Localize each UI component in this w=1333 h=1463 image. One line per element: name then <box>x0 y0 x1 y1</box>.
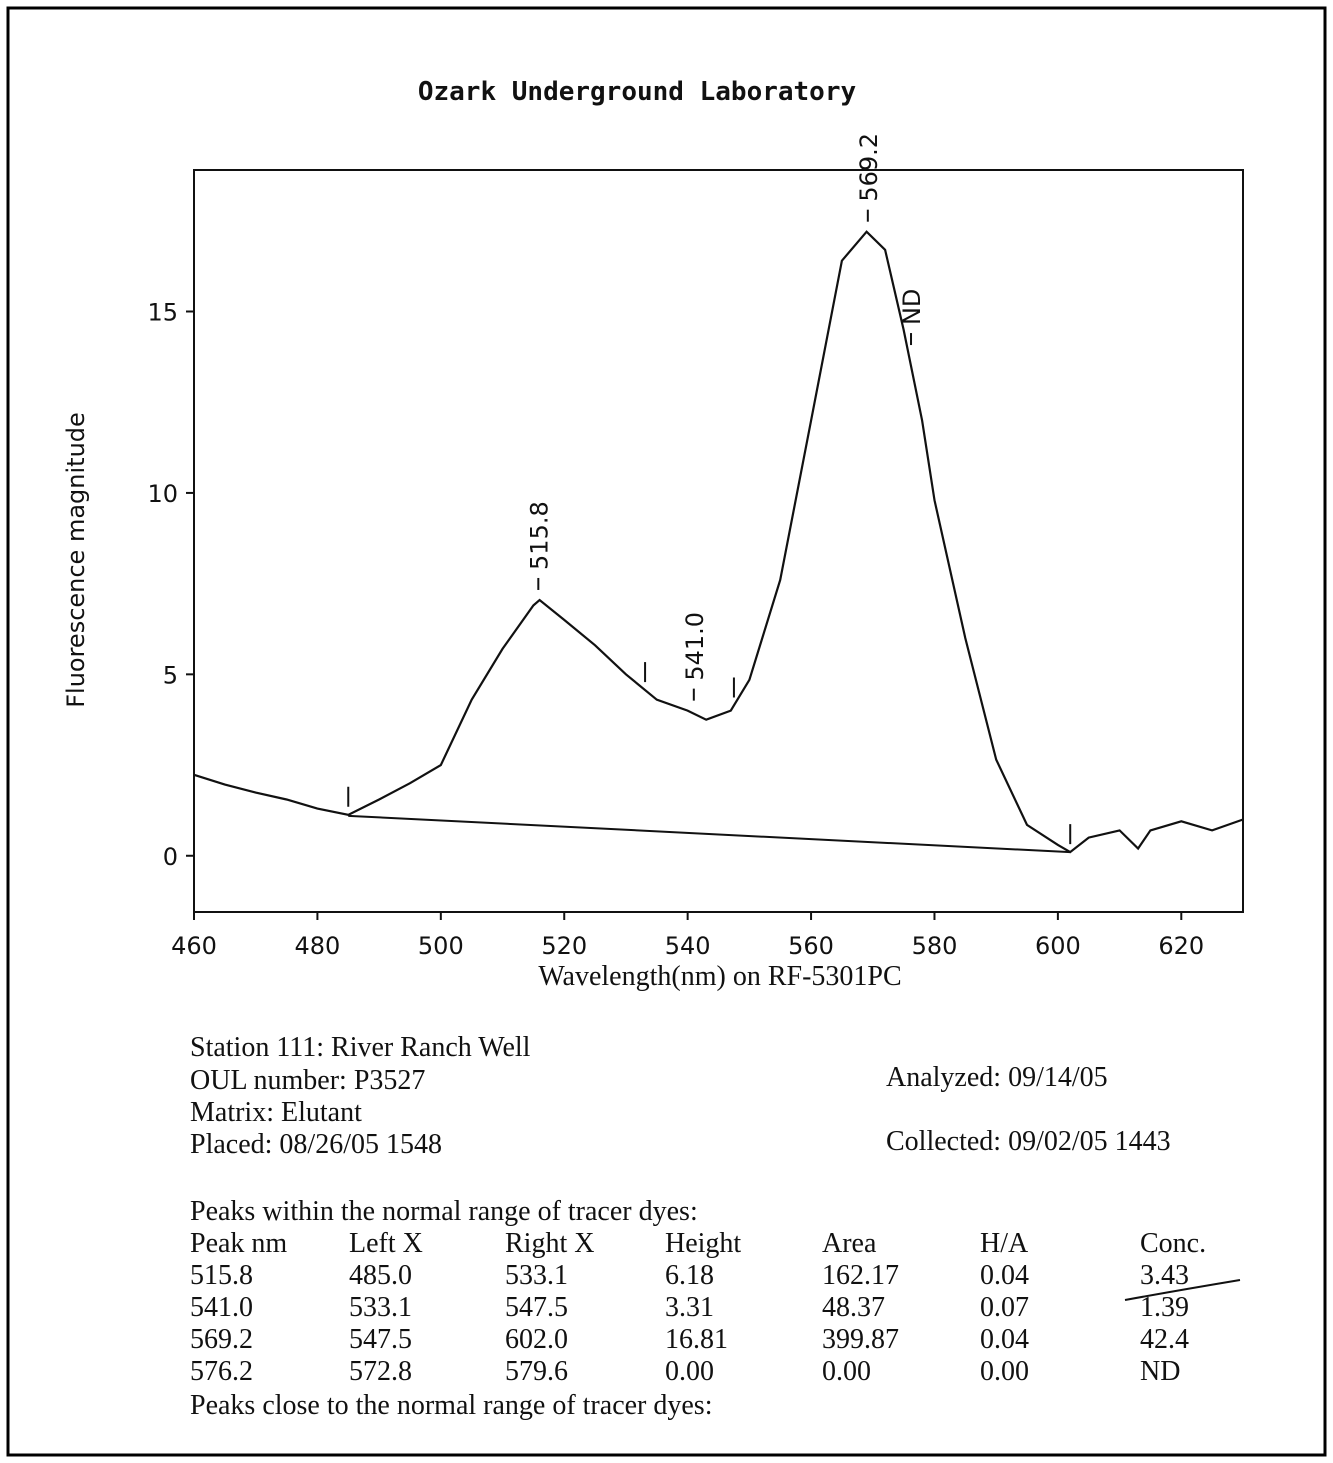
table-cell: ND <box>1140 1356 1180 1387</box>
y-axis-label: Fluorescence magnitude <box>62 412 90 708</box>
info-line: OUL number: P3527 <box>190 1065 425 1096</box>
info-line: Analyzed: 09/14/05 <box>886 1062 1108 1093</box>
table-header: Left X <box>349 1228 423 1259</box>
table-cell: 533.1 <box>349 1292 412 1323</box>
baseline <box>348 814 1071 854</box>
table-cell: 547.5 <box>349 1324 412 1355</box>
x-axis-label: Wavelength(nm) on RF-5301PC <box>538 961 901 992</box>
table-header: Conc. <box>1140 1228 1206 1259</box>
info-line: Placed: 08/26/05 1548 <box>190 1129 442 1160</box>
x-tick-label: 540 <box>665 932 711 960</box>
annotation: 569.2 <box>855 133 883 202</box>
table-cell: 1.39 <box>1140 1292 1189 1323</box>
table-cell: 576.2 <box>190 1356 253 1387</box>
page-border <box>6 6 1327 1457</box>
table-cell: 48.37 <box>822 1292 885 1323</box>
plot-frame <box>193 169 1244 913</box>
table-header: Area <box>822 1228 877 1259</box>
table-cell: 579.6 <box>505 1356 568 1387</box>
table-header: H/A <box>980 1228 1029 1259</box>
annotation: 515.8 <box>525 501 553 570</box>
x-tick-label: 560 <box>788 932 834 960</box>
table-cell: 16.81 <box>665 1324 728 1355</box>
x-tick-label: 580 <box>912 932 958 960</box>
table-cell: 533.1 <box>505 1260 568 1291</box>
info-line: Collected: 09/02/05 1443 <box>886 1126 1171 1157</box>
spectrum-line <box>193 230 1244 854</box>
table-cell: 572.8 <box>349 1356 412 1387</box>
table-cell: 3.43 <box>1140 1260 1189 1291</box>
table-cell: 569.2 <box>190 1324 253 1355</box>
info: Station 111: River Ranch Well OUL number… <box>190 1032 1171 1421</box>
table-cell: 602.0 <box>505 1324 568 1355</box>
y-tick-label: 10 <box>147 480 178 508</box>
x-tick-label: 600 <box>1035 932 1081 960</box>
table-cell: 0.00 <box>822 1356 871 1387</box>
y-tick-label: 0 <box>163 843 178 871</box>
chart-title: Ozark Underground Laboratory <box>418 77 856 107</box>
table-header: Peak nm <box>190 1228 287 1259</box>
strike-through <box>1124 1279 1241 1301</box>
table-cell: 6.18 <box>665 1260 714 1291</box>
table-cell: 0.04 <box>980 1260 1029 1291</box>
table-cell: 541.0 <box>190 1292 253 1323</box>
table-header: Height <box>665 1228 741 1259</box>
table-header: Right X <box>505 1228 594 1259</box>
table-cell: 162.17 <box>822 1260 899 1291</box>
x-tick-label: 620 <box>1158 932 1204 960</box>
table-caption: Peaks within the normal range of tracer … <box>190 1196 698 1227</box>
table-cell: 42.4 <box>1140 1324 1189 1355</box>
x-tick-label: 500 <box>418 932 464 960</box>
table-cell: 485.0 <box>349 1260 412 1291</box>
y-tick-label: 5 <box>163 661 178 689</box>
annotation: 541.0 <box>681 612 709 681</box>
info-line: Station 111: River Ranch Well <box>190 1032 531 1063</box>
y-tick-label: 15 <box>147 299 178 327</box>
table-cell: 0.00 <box>980 1356 1029 1387</box>
info-line: Matrix: Elutant <box>190 1097 362 1128</box>
table-cell: 0.07 <box>980 1292 1029 1323</box>
annotation: ND <box>898 289 926 325</box>
table-footer: Peaks close to the normal range of trace… <box>190 1390 712 1421</box>
x-tick-label: 480 <box>295 932 341 960</box>
x-tick-label: 520 <box>541 932 587 960</box>
table-cell: 399.87 <box>822 1324 899 1355</box>
table-cell: 0.04 <box>980 1324 1029 1355</box>
table-cell: 547.5 <box>505 1292 568 1323</box>
table-cell: 0.00 <box>665 1356 714 1387</box>
x-tick-label: 460 <box>171 932 217 960</box>
table-cell: 515.8 <box>190 1260 253 1291</box>
table-cell: 3.31 <box>665 1292 714 1323</box>
